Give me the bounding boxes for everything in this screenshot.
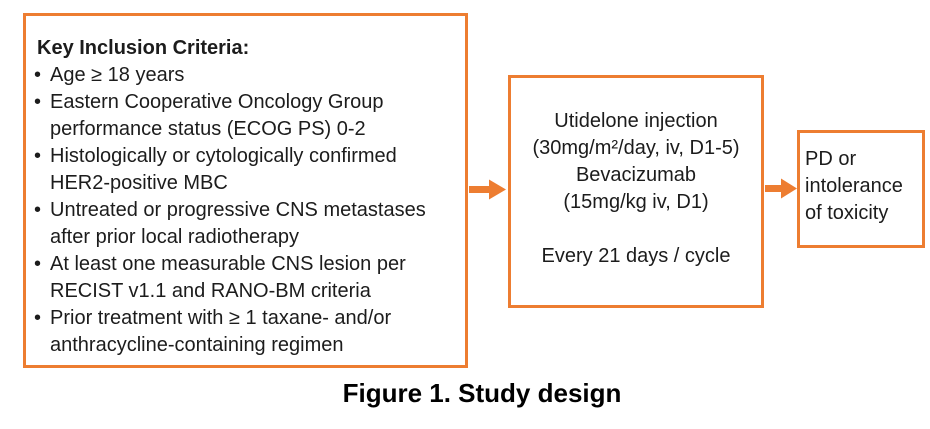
inclusion-criteria-item-text: At least one measurable CNS lesion per R…: [50, 253, 406, 302]
inclusion-criteria-box: Key Inclusion Criteria: • Age ≥ 18 years •…: [23, 13, 468, 368]
treatment-regimen-box: Utidelone injection (30mg/m²/day, iv, D1…: [508, 75, 764, 308]
inclusion-criteria-list: • Age ≥ 18 years • Eastern Cooperative Onco…: [34, 62, 460, 359]
bullet-icon: •: [34, 91, 42, 113]
bullet-icon: •: [34, 307, 42, 329]
inclusion-criteria-item-text: Untreated or progressive CNS metastases …: [50, 199, 426, 248]
inclusion-criteria-item-text: Eastern Cooperative Oncology Group perfo…: [50, 91, 384, 140]
inclusion-criteria-item: • At least one measurable CNS lesion per …: [34, 251, 460, 305]
inclusion-criteria-item-text: Histologically or cytologically confirme…: [50, 145, 397, 194]
flow-arrow-right-icon: [469, 179, 506, 200]
inclusion-criteria-item: • Histologically or cytologically confirm…: [34, 143, 460, 197]
inclusion-criteria-item: • Eastern Cooperative Oncology Group perf…: [34, 89, 460, 143]
bullet-icon: •: [34, 199, 42, 221]
bullet-icon: •: [34, 145, 42, 167]
inclusion-criteria-heading: Key Inclusion Criteria:: [37, 37, 250, 59]
figure-caption: Figure 1. Study design: [342, 378, 622, 408]
inclusion-criteria-item-text: Age ≥ 18 years: [50, 64, 185, 86]
outcome-box: PD or intolerance of toxicity: [797, 130, 925, 248]
bullet-icon: •: [34, 253, 42, 275]
inclusion-criteria-item: • Prior treatment with ≥ 1 taxane- and/or…: [34, 305, 460, 359]
inclusion-criteria-item-text: Prior treatment with ≥ 1 taxane- and/or …: [50, 307, 392, 356]
flow-arrow-right-icon: [765, 178, 797, 199]
inclusion-criteria-item: • Untreated or progressive CNS metastases…: [34, 197, 460, 251]
inclusion-criteria-item: • Age ≥ 18 years: [34, 62, 460, 89]
bullet-icon: •: [34, 64, 42, 86]
